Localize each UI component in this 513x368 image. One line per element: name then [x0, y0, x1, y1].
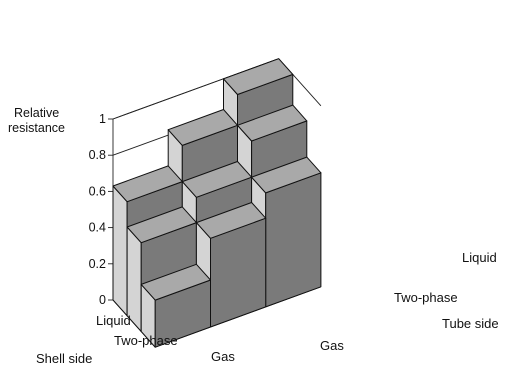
shell-category-two-phase: Two-phase — [114, 333, 178, 348]
y-axis-label-line-2: resistance — [8, 121, 65, 135]
y-tick-label-4: 0.8 — [89, 148, 106, 162]
bar-2-0-top-face — [140, 263, 211, 301]
bar-0-0-front-face — [112, 185, 128, 317]
tube-side-axis-title: Tube side — [442, 316, 499, 331]
bar-2-0 — [140, 263, 211, 348]
bar-2-1 — [195, 202, 267, 328]
bar-2-2-side-face — [265, 172, 322, 308]
bar-2-1-top-face — [195, 202, 267, 239]
y-tick-label-5: 1 — [99, 112, 106, 126]
y-tick-label-1: 0.2 — [89, 257, 106, 271]
bar-1-2-top-face — [237, 104, 308, 142]
y-tick-label-0: 0 — [99, 293, 106, 307]
shell-side-axis-title: Shell side — [36, 351, 92, 366]
tube-category-liquid: Liquid — [462, 250, 497, 265]
y-axis-label-line-1: Relative — [14, 106, 59, 120]
y-tick-label-3: 0.6 — [89, 184, 106, 198]
bar-0-2-top-face — [223, 58, 294, 95]
tube-category-gas: Gas — [320, 338, 344, 353]
shell-category-gas: Gas — [211, 349, 235, 364]
bars-layer — [112, 58, 322, 348]
y-tick-labels: 0 0.2 0.4 0.6 0.8 1 — [89, 112, 106, 307]
tube-category-two-phase: Two-phase — [394, 290, 458, 305]
y-tick-label-2: 0.4 — [89, 221, 106, 235]
shell-category-liquid: Liquid — [96, 313, 131, 328]
bar-2-2-top-face — [251, 156, 322, 194]
